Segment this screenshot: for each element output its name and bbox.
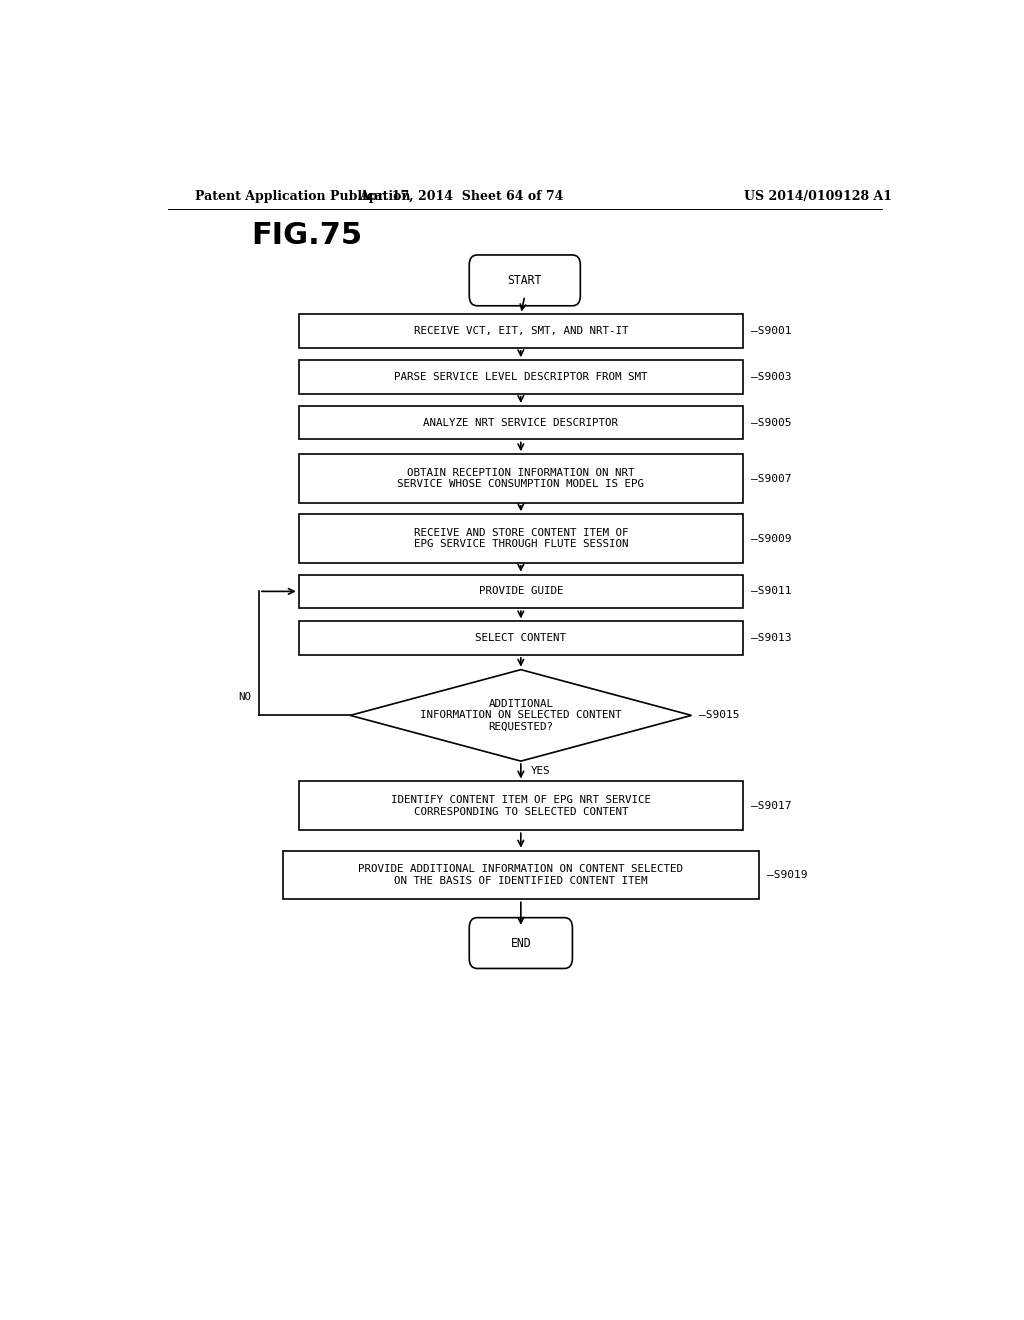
Text: —S9013: —S9013: [751, 634, 792, 643]
Text: RECEIVE AND STORE CONTENT ITEM OF
EPG SERVICE THROUGH FLUTE SESSION: RECEIVE AND STORE CONTENT ITEM OF EPG SE…: [414, 528, 628, 549]
Text: Apr. 17, 2014  Sheet 64 of 74: Apr. 17, 2014 Sheet 64 of 74: [359, 190, 563, 202]
Bar: [299, 314, 743, 348]
Text: PARSE SERVICE LEVEL DESCRIPTOR FROM SMT: PARSE SERVICE LEVEL DESCRIPTOR FROM SMT: [394, 372, 647, 381]
Text: —S9019: —S9019: [767, 870, 807, 880]
Text: —S9009: —S9009: [751, 533, 792, 544]
Bar: [299, 515, 743, 562]
Text: NO: NO: [239, 692, 251, 702]
Text: RECEIVE VCT, EIT, SMT, AND NRT-IT: RECEIVE VCT, EIT, SMT, AND NRT-IT: [414, 326, 628, 337]
Text: OBTAIN RECEPTION INFORMATION ON NRT
SERVICE WHOSE CONSUMPTION MODEL IS EPG: OBTAIN RECEPTION INFORMATION ON NRT SERV…: [397, 467, 644, 490]
Bar: [299, 360, 743, 393]
Bar: [299, 781, 743, 830]
Text: ADDITIONAL
INFORMATION ON SELECTED CONTENT
REQUESTED?: ADDITIONAL INFORMATION ON SELECTED CONTE…: [420, 698, 622, 733]
Text: SELECT CONTENT: SELECT CONTENT: [475, 634, 566, 643]
Text: Patent Application Publication: Patent Application Publication: [196, 190, 411, 202]
Text: START: START: [508, 273, 542, 286]
Text: —S9017: —S9017: [751, 801, 792, 810]
FancyBboxPatch shape: [469, 917, 572, 969]
FancyBboxPatch shape: [469, 255, 581, 306]
Text: —S9001: —S9001: [751, 326, 792, 337]
Text: ANALYZE NRT SERVICE DESCRIPTOR: ANALYZE NRT SERVICE DESCRIPTOR: [423, 417, 618, 428]
Text: PROVIDE ADDITIONAL INFORMATION ON CONTENT SELECTED
ON THE BASIS OF IDENTIFIED CO: PROVIDE ADDITIONAL INFORMATION ON CONTEN…: [358, 865, 683, 886]
Bar: [283, 850, 759, 899]
Text: US 2014/0109128 A1: US 2014/0109128 A1: [744, 190, 893, 202]
Bar: [299, 622, 743, 655]
Bar: [299, 574, 743, 609]
Text: —S9007: —S9007: [751, 474, 792, 483]
Text: FIG.75: FIG.75: [251, 222, 362, 251]
Text: YES: YES: [530, 767, 551, 776]
Text: PROVIDE GUIDE: PROVIDE GUIDE: [478, 586, 563, 597]
Text: —S9003: —S9003: [751, 372, 792, 381]
Text: END: END: [511, 937, 531, 949]
Bar: [299, 454, 743, 503]
Text: —S9015: —S9015: [699, 710, 740, 721]
Text: —S9011: —S9011: [751, 586, 792, 597]
Polygon shape: [350, 669, 691, 762]
Text: —S9005: —S9005: [751, 417, 792, 428]
Bar: [299, 405, 743, 440]
Text: IDENTIFY CONTENT ITEM OF EPG NRT SERVICE
CORRESPONDING TO SELECTED CONTENT: IDENTIFY CONTENT ITEM OF EPG NRT SERVICE…: [391, 795, 651, 817]
